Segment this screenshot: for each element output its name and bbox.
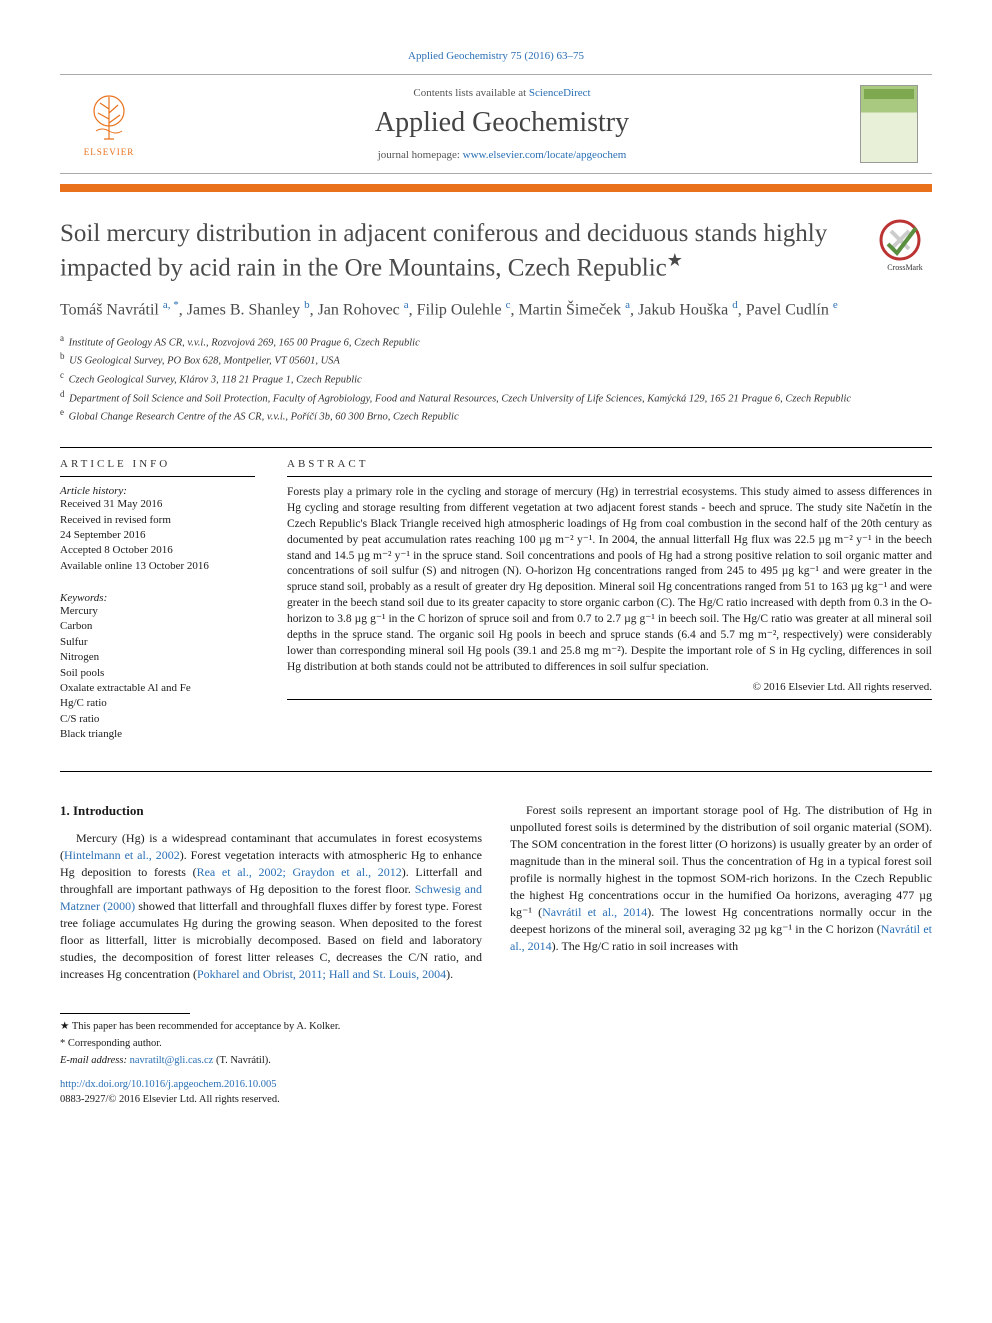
abstract-copyright: © 2016 Elsevier Ltd. All rights reserved… xyxy=(287,681,932,693)
crossmark-icon[interactable]: CrossMark xyxy=(878,218,932,272)
footnote-email: E-mail address: navratilt@gli.cas.cz (T.… xyxy=(60,1054,932,1069)
article-title: Soil mercury distribution in adjacent co… xyxy=(60,218,860,284)
email-label: E-mail address: xyxy=(60,1055,130,1066)
history-label: Article history: xyxy=(60,485,255,497)
body-text: 1. Introduction Mercury (Hg) is a widesp… xyxy=(60,802,932,984)
citation-link[interactable]: Pokharel and Obrist, 2011; Hall and St. … xyxy=(197,967,446,981)
email-suffix: (T. Navrátil). xyxy=(213,1055,271,1066)
abstract-heading: ABSTRACT xyxy=(287,458,932,470)
article-title-text: Soil mercury distribution in adjacent co… xyxy=(60,220,827,282)
crossmark-label: CrossMark xyxy=(887,263,923,272)
section-number: 1. xyxy=(60,803,70,818)
authors-list: Tomáš Navrátil a, *, James B. Shanley b,… xyxy=(60,298,932,322)
contents-prefix: Contents lists available at xyxy=(413,87,528,99)
article-info-heading: ARTICLE INFO xyxy=(60,458,255,470)
divider-bar xyxy=(60,184,932,192)
journal-cover-thumbnail xyxy=(860,85,918,163)
body-paragraph: Forest soils represent an important stor… xyxy=(510,802,932,955)
citation-link[interactable]: Hintelmann et al., 2002 xyxy=(64,848,180,862)
section-title: Introduction xyxy=(73,803,144,818)
journal-reference: Applied Geochemistry 75 (2016) 63–75 xyxy=(60,50,932,62)
section-heading: 1. Introduction xyxy=(60,802,482,820)
article-history: Received 31 May 2016Received in revised … xyxy=(60,497,255,574)
keywords-label: Keywords: xyxy=(60,592,255,604)
homepage-link[interactable]: www.elsevier.com/locate/apgeochem xyxy=(463,149,627,161)
citation-link[interactable]: Rea et al., 2002; Graydon et al., 2012 xyxy=(197,865,402,879)
abstract-text: Forests play a primary role in the cycli… xyxy=(287,485,932,675)
homepage-prefix: journal homepage: xyxy=(378,149,463,161)
footnotes: ★ This paper has been recommended for ac… xyxy=(60,1013,932,1068)
email-link[interactable]: navratilt@gli.cas.cz xyxy=(130,1055,214,1066)
citation-link[interactable]: Navrátil et al., 2014 xyxy=(542,905,647,919)
publisher-name: ELSEVIER xyxy=(84,147,135,157)
keywords-list: MercuryCarbonSulfurNitrogenSoil poolsOxa… xyxy=(60,604,255,743)
sciencedirect-link[interactable]: ScienceDirect xyxy=(529,87,591,99)
doi-link[interactable]: http://dx.doi.org/10.1016/j.apgeochem.20… xyxy=(60,1079,277,1090)
footnote-star: ★ This paper has been recommended for ac… xyxy=(60,1020,932,1035)
issn-copyright: 0883-2927/© 2016 Elsevier Ltd. All right… xyxy=(60,1094,280,1105)
contents-line: Contents lists available at ScienceDirec… xyxy=(144,87,860,99)
body-paragraph: Mercury (Hg) is a widespread contaminant… xyxy=(60,830,482,983)
elsevier-logo: ELSEVIER xyxy=(74,91,144,157)
affiliations-list: a Institute of Geology AS CR, v.v.i., Ro… xyxy=(60,332,932,426)
journal-title: Applied Geochemistry xyxy=(144,107,860,139)
title-footnote-star: ★ xyxy=(667,250,683,270)
homepage-line: journal homepage: www.elsevier.com/locat… xyxy=(144,149,860,161)
journal-header: ELSEVIER Contents lists available at Sci… xyxy=(60,74,932,174)
elsevier-tree-icon xyxy=(82,91,136,145)
footnote-corresponding: * Corresponding author. xyxy=(60,1037,932,1052)
